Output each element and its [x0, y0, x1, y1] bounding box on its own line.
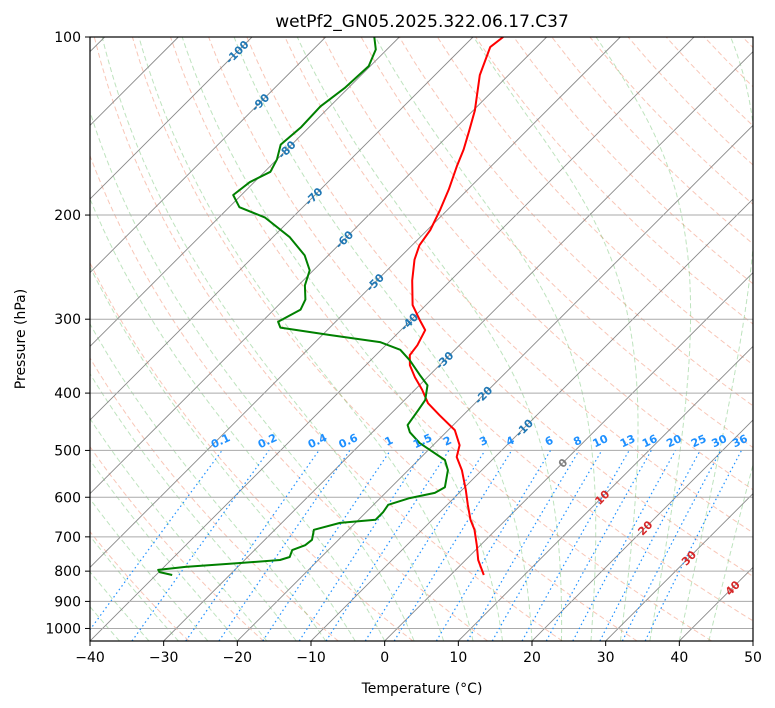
moist-adiabat [90, 459, 238, 641]
x-tick-label: −10 [296, 650, 326, 666]
y-tick-label: 100 [54, 30, 81, 46]
mixing-ratio-line [364, 450, 486, 641]
moist-adiabat [678, 37, 753, 641]
moist-adiabat [90, 197, 386, 641]
moist-adiabat [473, 37, 639, 641]
mixing-ratio-line [466, 450, 580, 641]
isotherm [163, 51, 753, 641]
y-axis-label: Pressure (hPa) [13, 289, 29, 389]
moist-adiabat [595, 37, 692, 641]
mixing-ratio-line [435, 450, 552, 641]
dry-adiabat [131, 37, 638, 641]
x-tick-label: −40 [75, 650, 105, 666]
isotherm [90, 37, 621, 568]
y-tick-label: 300 [54, 312, 81, 328]
y-tick-label: 200 [54, 208, 81, 224]
isotherm [310, 198, 753, 641]
moist-adiabat [90, 322, 327, 641]
mixing-ratio-line [262, 450, 391, 641]
isotherm [384, 272, 753, 641]
mixing-ratio-label: 10 [591, 432, 611, 450]
isotherm [90, 37, 474, 421]
moist-adiabat [138, 37, 474, 641]
dry-adiabat [90, 530, 190, 641]
dry-adiabat [322, 37, 753, 491]
x-tick-label: 50 [744, 650, 762, 666]
mixing-ratio-line [545, 450, 652, 641]
x-tick-label: −20 [223, 650, 253, 666]
mixing-ratio-label: 36 [730, 432, 750, 450]
y-tick-label: 600 [54, 490, 81, 506]
y-tick-label: 500 [54, 443, 81, 459]
x-tick-label: 0 [380, 650, 389, 666]
mixing-ratio-line [644, 450, 743, 641]
isotherm [90, 37, 400, 347]
isotherm [605, 493, 753, 641]
isotherm [90, 37, 695, 641]
mixing-ratio-line [325, 450, 450, 641]
background-lines [90, 37, 753, 641]
chart-title: wetPf2_GN05.2025.322.06.17.C37 [275, 12, 569, 32]
dry-adiabat [436, 37, 753, 366]
moist-adiabat [296, 37, 563, 641]
isotherm [90, 37, 326, 274]
moist-adiabat [181, 37, 503, 641]
y-tick-label: 900 [54, 594, 81, 610]
mixing-ratio-line [393, 450, 513, 641]
dry-adiabat [513, 37, 753, 285]
mixing-ratio-label: 25 [689, 432, 708, 450]
dry-adiabat [208, 37, 753, 622]
dry-adiabat [360, 37, 753, 449]
x-tick-label: 20 [523, 650, 541, 666]
mixing-ratio-label: 13 [618, 432, 637, 450]
mixing-ratio-line [298, 450, 425, 641]
dry-adiabat [90, 357, 339, 641]
dry-adiabat [170, 37, 712, 641]
mixing-ratio-label: 16 [640, 432, 660, 450]
y-tick-label: 800 [54, 564, 81, 580]
x-tick-label: 10 [449, 650, 467, 666]
y-tick-label: 400 [54, 386, 81, 402]
dry-adiabat [90, 445, 264, 641]
isotherm [458, 345, 753, 641]
moist-adiabat [101, 37, 445, 641]
moist-adiabat [90, 372, 297, 641]
mixing-ratio-label: 20 [664, 432, 684, 450]
mixing-ratio-line [131, 450, 270, 641]
profile-series [157, 37, 504, 576]
y-tick-label: 700 [54, 530, 81, 546]
isotherm [531, 419, 753, 641]
x-tick-label: −30 [149, 650, 179, 666]
x-tick-label: 30 [597, 650, 615, 666]
x-tick-label: 40 [670, 650, 688, 666]
moist-adiabat [90, 417, 268, 641]
dry-adiabat [284, 37, 753, 534]
axes: −40 −30 −20 −10 0 10 20 30 40 50 100 200 300 400 500 60… [45, 30, 762, 666]
dewpoint-line [157, 37, 449, 576]
isotherm [90, 37, 547, 495]
y-tick-label: 1000 [45, 621, 81, 637]
plot-frame [89, 36, 754, 642]
mixing-ratio-line [218, 450, 351, 641]
x-axis-label: Temperature (°C) [361, 681, 483, 697]
isotherm [237, 124, 753, 641]
moist-adiabat [708, 462, 753, 641]
moist-adiabat [374, 37, 597, 641]
mixing-ratio-line [572, 450, 677, 641]
temperature-line [408, 37, 504, 576]
dry-adiabat [246, 37, 753, 577]
moist-adiabat [90, 265, 356, 641]
dry-adiabat [93, 37, 563, 641]
mixing-ratio-label: 30 [710, 432, 730, 450]
dry-adiabat [90, 154, 488, 641]
isotherm [90, 37, 253, 200]
